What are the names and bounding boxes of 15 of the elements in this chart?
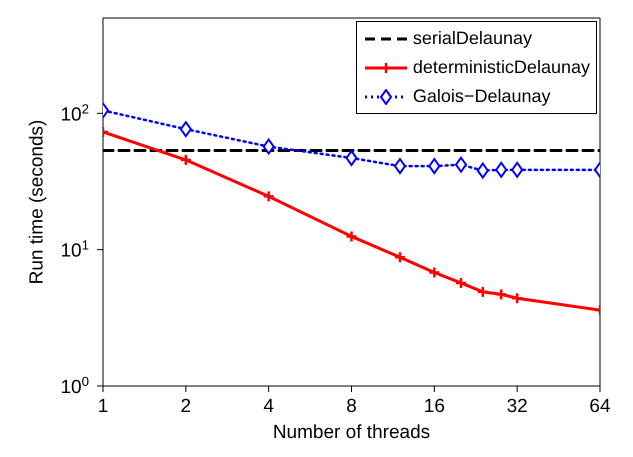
legend-label: Galois−Delaunay — [412, 86, 550, 107]
x-tick-label: 16 — [424, 396, 445, 417]
x-tick-label: 8 — [346, 396, 357, 417]
x-tick-label: 1 — [98, 396, 108, 417]
x-axis-title: Number of threads — [272, 422, 430, 443]
y-tick-label: 10$^{0}$ — [60, 374, 89, 398]
x-tick-label: 32 — [506, 396, 528, 417]
x-tick-label: 2 — [180, 396, 192, 417]
legend-label: deterministicDelaunay — [412, 57, 590, 78]
legend-label: serialDelaunay — [412, 28, 532, 49]
x-tick-label: 4 — [263, 396, 274, 417]
y-tick-label: 10$^{1}$ — [60, 237, 89, 262]
x-tick-label: 64 — [589, 396, 611, 417]
y-tick-label: 10$^{2}$ — [60, 100, 89, 126]
y-axis-title: Run time (seconds) — [26, 120, 48, 284]
